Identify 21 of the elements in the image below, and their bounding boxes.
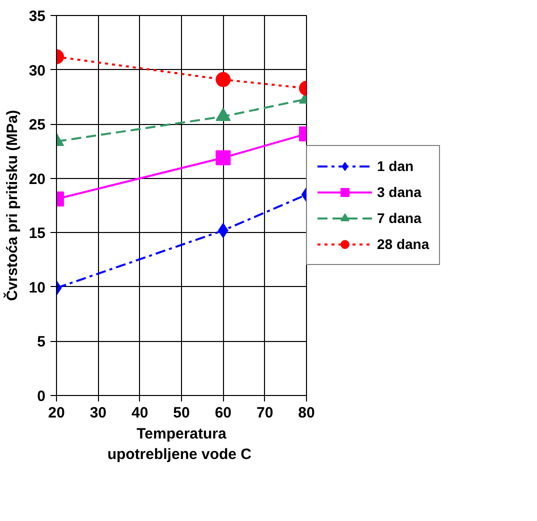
- x-tick-label: 30: [90, 404, 107, 422]
- y-tick-label: 30: [28, 62, 46, 80]
- y-tick-label: 25: [28, 116, 46, 134]
- x-tick-label: 40: [131, 404, 148, 422]
- x-tick-label: 60: [214, 404, 232, 422]
- legend-label: 1 dan: [377, 158, 414, 174]
- x-axis-title: Temperatura upotrebljene vode C: [107, 426, 252, 463]
- x-tick-label: 70: [256, 404, 274, 422]
- x-tick-label: 80: [298, 404, 315, 422]
- y-tick-label: 35: [28, 8, 46, 25]
- legend-label: 7 dana: [377, 210, 422, 226]
- y-tick-label: 10: [28, 279, 46, 296]
- legend-label: 3 dana: [377, 184, 422, 200]
- legend-label: 28 dana: [377, 236, 430, 252]
- x-tick-label: 50: [173, 404, 190, 422]
- y-tick-label: 0: [37, 388, 46, 405]
- y-tick-label: 5: [37, 334, 46, 351]
- x-tick-label: 20: [48, 404, 65, 422]
- y-axis-title: Čvrstoća pri pritisku (MPa): [2, 110, 21, 301]
- y-tick-label: 20: [28, 170, 46, 188]
- y-tick-label: 15: [28, 225, 46, 242]
